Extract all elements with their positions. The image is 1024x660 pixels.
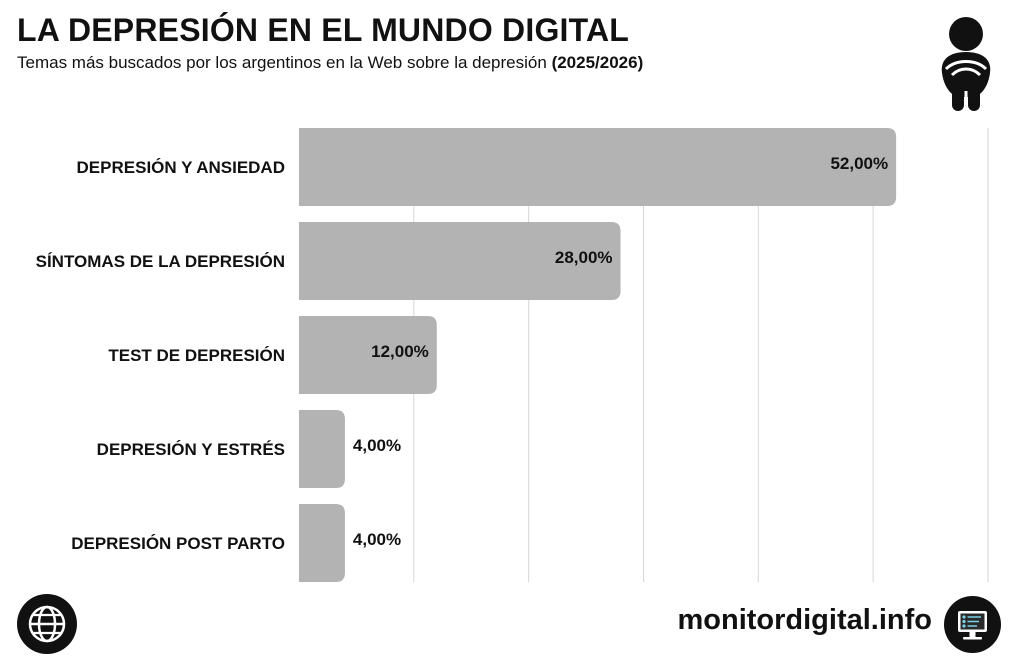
value-label: 4,00% — [353, 530, 401, 549]
category-label: DEPRESIÓN POST PARTO — [71, 534, 285, 553]
monitor-icon[interactable] — [944, 596, 1001, 653]
bars — [299, 128, 897, 582]
bar-2 — [299, 222, 621, 300]
brand-name[interactable]: monitordigital.info — [677, 604, 932, 636]
labels: DEPRESIÓN Y ANSIEDAD 52,00% SÍNTOMAS DE LA… — [36, 154, 889, 553]
bar-1 — [299, 128, 897, 206]
bar-4 — [299, 410, 345, 488]
category-label: SÍNTOMAS DE LA DEPRESIÓN — [36, 252, 285, 271]
subtitle-years: (2025/2026) — [551, 53, 644, 72]
category-label: DEPRESIÓN Y ANSIEDAD — [77, 158, 285, 177]
chart-subtitle: Temas más buscados por los argentinos en… — [17, 53, 643, 73]
value-label: 12,00% — [371, 342, 429, 361]
value-label: 28,00% — [555, 248, 613, 267]
chart-title: LA DEPRESIÓN EN EL MUNDO DIGITAL — [17, 12, 630, 48]
value-label: 4,00% — [353, 436, 401, 455]
bar-chart: DEPRESIÓN Y ANSIEDAD 52,00% SÍNTOMAS DE LA… — [36, 128, 989, 582]
subtitle-text: Temas más buscados por los argentinos en… — [17, 53, 547, 72]
category-label: DEPRESIÓN Y ESTRÉS — [97, 440, 285, 459]
bar-3 — [299, 316, 437, 394]
person-hugging-knees-icon — [941, 17, 991, 111]
bar-5 — [299, 504, 345, 582]
globe-icon[interactable] — [17, 594, 77, 654]
category-label: TEST DE DEPRESIÓN — [108, 346, 285, 365]
value-label: 52,00% — [830, 154, 888, 173]
